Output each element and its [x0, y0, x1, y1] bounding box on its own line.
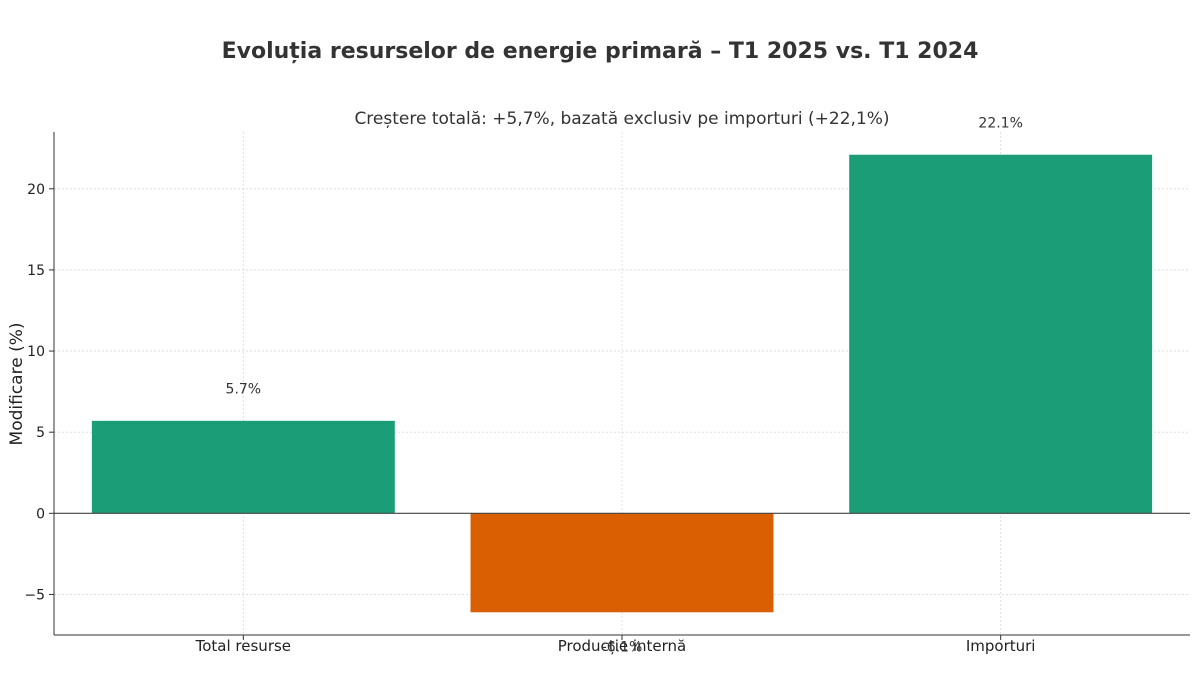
bar-2 [849, 154, 1153, 514]
y-tick-label: 20 [27, 182, 45, 198]
bars [91, 154, 1153, 613]
y-tick-label: 10 [27, 344, 45, 360]
labels: −5 0 5 10 15 20 Total resurse Producție internă… [24, 115, 1035, 655]
y-tick-label: 15 [27, 263, 45, 279]
chart-subtitle: Creștere totală: +5,7%, bazată exclusiv … [354, 109, 889, 129]
x-tick-label: Producție internă [558, 637, 687, 655]
y-tick-label: 5 [36, 425, 45, 441]
data-label: 22.1% [978, 115, 1022, 131]
bar-0 [91, 420, 395, 514]
chart-title: Evoluția resurselor de energie primară –… [222, 39, 979, 64]
data-label: -6.1% [602, 639, 643, 655]
axes [49, 132, 1190, 640]
data-label: 5.7% [226, 381, 262, 397]
y-tick-label: 0 [36, 506, 45, 522]
x-tick-label: Importuri [966, 637, 1036, 655]
x-tick-label: Total resurse [195, 637, 291, 655]
bar-1 [470, 513, 774, 613]
y-axis-label: Modificare (%) [7, 323, 27, 446]
y-tick-label: −5 [24, 587, 45, 603]
